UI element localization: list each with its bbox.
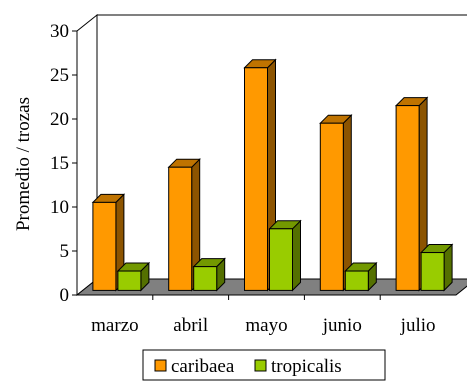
legend-label: tropicalis	[271, 356, 342, 377]
bar-front	[117, 270, 142, 291]
bar-tropicalis-julio	[419, 243, 454, 292]
bar-caribaea-julio	[394, 96, 429, 292]
y-tick-label: 30	[50, 21, 69, 42]
x-category-label: abril	[173, 315, 208, 336]
y-tick-label: 20	[50, 109, 69, 130]
bar-front	[420, 252, 445, 291]
bar-caribaea-abril	[167, 157, 201, 292]
y-tick-label: 0	[60, 285, 70, 306]
bar-front	[319, 122, 344, 291]
x-category-label: marzo	[91, 315, 138, 336]
bar-tropicalis-junio	[344, 261, 378, 292]
bar-front	[92, 201, 117, 291]
bar-side	[342, 113, 352, 292]
legend-swatch	[254, 359, 267, 372]
y-tick-label: 15	[50, 153, 69, 174]
bar-front	[395, 105, 420, 291]
bar-front	[244, 67, 268, 291]
bar-tropicalis-marzo	[116, 261, 151, 292]
x-category-label: junio	[322, 315, 362, 336]
x-category-label: julio	[400, 315, 436, 336]
bar-tropicalis-mayo	[268, 219, 302, 292]
bar-side	[292, 219, 301, 292]
legend-label: caribaea	[171, 356, 235, 377]
y-tick-label: 25	[50, 65, 69, 86]
legend-swatch	[154, 359, 167, 372]
x-category-labels: marzo abril mayo junio julio	[91, 315, 435, 336]
y-tick-labels: 0 5 10 15 20 25 30	[50, 21, 69, 306]
bar-front	[193, 266, 218, 291]
x-category-label: mayo	[245, 315, 287, 336]
bar-front	[168, 166, 193, 291]
bar-front	[269, 228, 293, 291]
y-axis	[72, 30, 456, 300]
y-tick-label: 5	[60, 241, 70, 262]
y-axis-title: Promedio / trozas	[13, 97, 34, 231]
bar-tropicalis-abril	[192, 257, 226, 292]
bar-caribaea-junio	[319, 113, 353, 292]
legend: caribaea tropicalis	[142, 349, 386, 381]
y-tick-label: 10	[50, 197, 69, 218]
bar-front	[344, 270, 369, 291]
chart-bars	[91, 58, 454, 292]
